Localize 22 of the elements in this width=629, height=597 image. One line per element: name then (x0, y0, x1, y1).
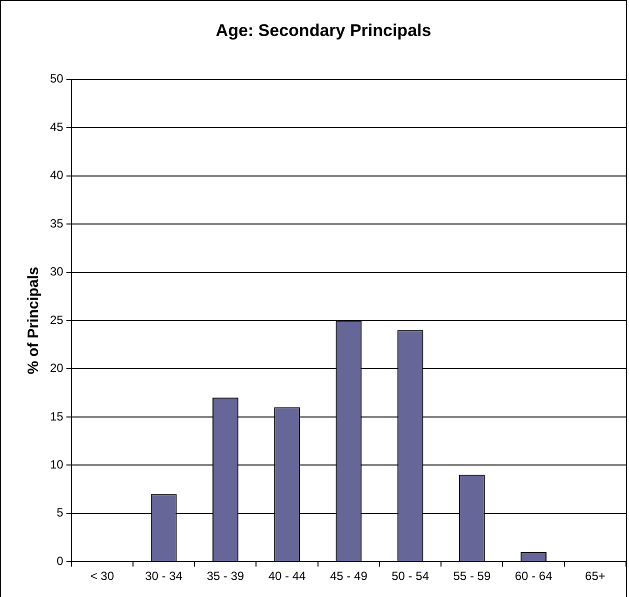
y-tick-label: 5 (56, 506, 64, 520)
x-tick-label: 50 - 54 (392, 569, 430, 584)
y-axis-title: % of Principals (25, 266, 42, 374)
y-tick-label: 15 (50, 409, 64, 424)
y-tick-label: 30 (50, 264, 64, 279)
y-tick-label: 50 (50, 72, 64, 86)
x-tick-label: 45 - 49 (330, 569, 368, 584)
y-tick-label: 0 (56, 554, 64, 568)
x-tick-label: 35 - 39 (206, 569, 244, 584)
chart-title: Age: Secondary Principals (216, 20, 432, 40)
x-tick-label: 60 - 64 (514, 569, 553, 584)
y-tick-label: 45 (50, 120, 64, 134)
x-tick-label: 30 - 34 (145, 569, 183, 584)
x-tick-label: 65+ (585, 569, 606, 584)
y-tick-label: 40 (50, 168, 64, 182)
y-tick-label: 10 (50, 457, 64, 472)
y-tick-label: 20 (50, 361, 64, 376)
y-tick-label: 35 (50, 216, 64, 230)
y-tick-label: 25 (50, 312, 64, 327)
x-tick-label: 55 - 59 (453, 569, 491, 584)
x-tick-label: < 30 (90, 569, 114, 584)
x-tick-label: 40 - 44 (268, 569, 306, 584)
